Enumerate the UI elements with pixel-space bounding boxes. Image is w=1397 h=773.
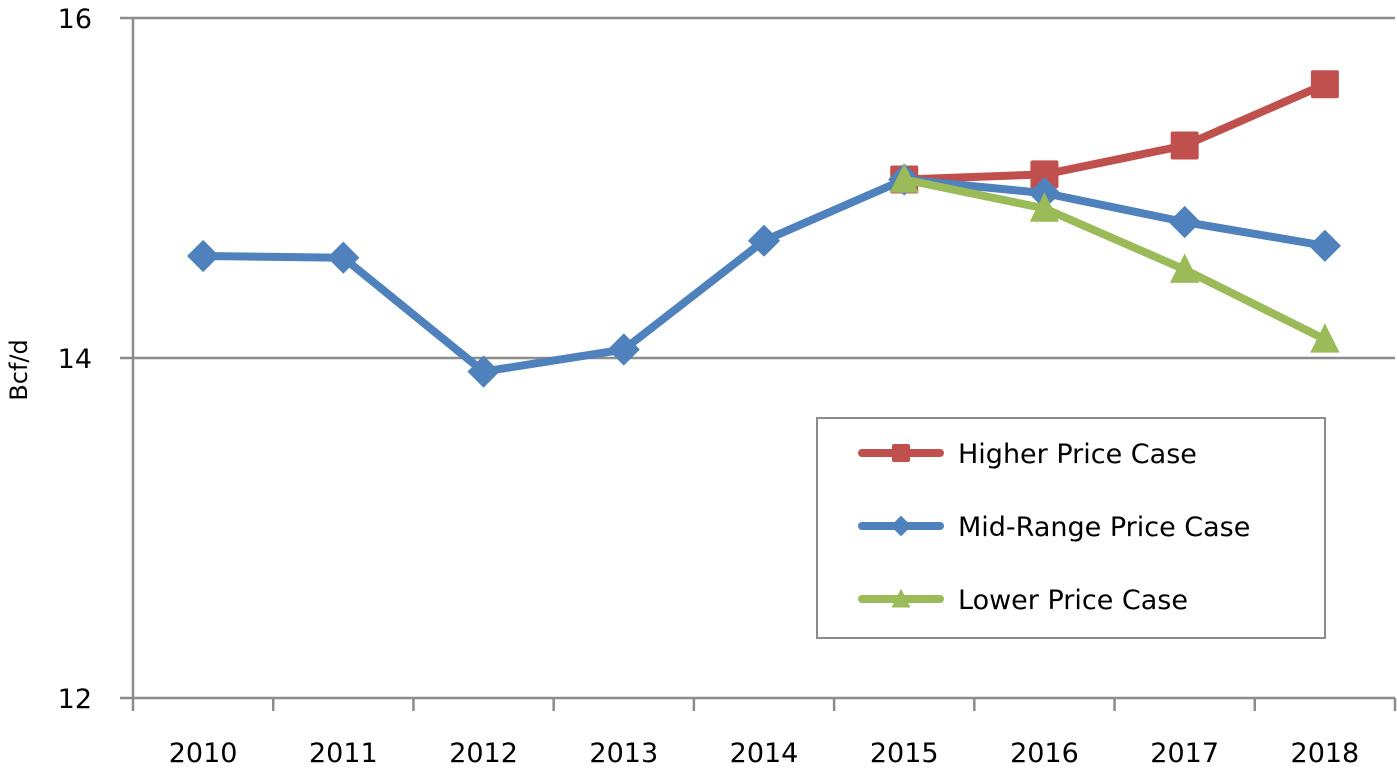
diamond-marker-icon	[607, 333, 640, 366]
legend-item: Lower Price Case	[858, 585, 1188, 616]
diamond-marker-icon	[1308, 229, 1341, 262]
y-axis-title: Bcf/d	[5, 339, 33, 400]
y-tick-label: 16	[58, 4, 92, 35]
x-tick-label: 2013	[589, 738, 658, 769]
series-line	[904, 80, 1327, 184]
series-line	[903, 175, 1327, 343]
series-higher-price-case	[890, 70, 1339, 194]
series-line	[203, 175, 1326, 376]
legend: Higher Price Case Mid-Range Price Case Low…	[816, 417, 1326, 639]
diamond-marker-icon	[327, 241, 360, 274]
diamond-marker-icon	[1168, 205, 1201, 239]
legend-item: Mid-Range Price Case	[858, 512, 1250, 543]
triangle-marker-icon	[889, 163, 919, 193]
x-axis-tick-labels: 2010 2011 2012 2013 2014 2015 2016 2017 2018	[169, 738, 1359, 769]
triangle-marker-icon	[1029, 192, 1060, 222]
y-tick-label: 14	[58, 344, 92, 375]
x-tick-label: 2016	[1010, 738, 1079, 769]
diamond-marker-icon	[467, 355, 500, 388]
series-mid-range-price-case	[187, 163, 1341, 388]
axes	[120, 18, 1397, 711]
diamond-marker-icon	[187, 239, 220, 273]
series-group	[187, 70, 1341, 388]
gridlines	[120, 16, 1395, 360]
triangle-marker-icon	[1310, 323, 1340, 353]
legend-label: Higher Price Case	[958, 439, 1197, 470]
square-marker-icon	[1170, 131, 1199, 160]
triangle-marker-icon	[1169, 253, 1200, 283]
x-tick-label: 2011	[309, 738, 378, 769]
legend-item: Higher Price Case	[858, 439, 1197, 470]
legend-label: Mid-Range Price Case	[958, 512, 1250, 543]
diamond-marker-icon	[890, 515, 912, 537]
x-tick-label: 2014	[730, 738, 799, 769]
triangle-marker-icon	[891, 588, 911, 608]
diamond-marker-icon	[747, 224, 781, 257]
x-tick-label: 2018	[1291, 738, 1360, 769]
series-lower-price-case	[889, 163, 1340, 353]
x-tick-label: 2017	[1150, 738, 1219, 769]
y-tick-label: 12	[58, 684, 92, 715]
legend-label: Lower Price Case	[958, 585, 1188, 616]
x-tick-label: 2012	[449, 738, 518, 769]
x-tick-label: 2010	[169, 738, 238, 769]
square-marker-icon	[1030, 160, 1059, 189]
y-axis-tick-labels: 12 14 16	[58, 4, 92, 715]
x-tick-label: 2015	[870, 738, 939, 769]
square-marker-icon	[892, 444, 910, 462]
square-marker-icon	[1310, 70, 1339, 99]
